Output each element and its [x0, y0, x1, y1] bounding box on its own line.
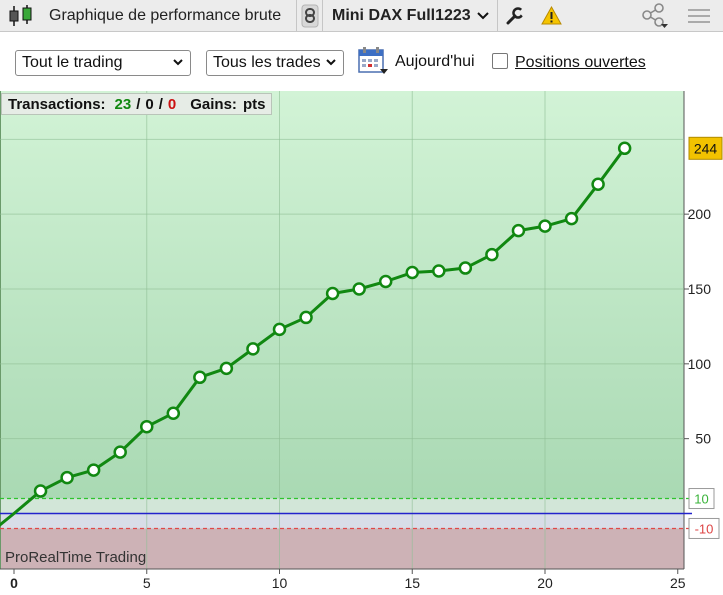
y-tick-label: 100 — [688, 356, 712, 372]
data-point — [113, 445, 127, 459]
instrument-name: Mini DAX Full1223 — [332, 6, 471, 24]
warning-icon[interactable] — [541, 0, 562, 31]
trades-select[interactable]: Tous les trades — [206, 50, 344, 76]
positive-threshold-label: 10 — [694, 492, 708, 507]
today-label[interactable]: Aujourd'hui — [395, 53, 475, 70]
negative-threshold-badge — [688, 517, 720, 539]
data-point — [193, 370, 207, 385]
gains-label: Gains: — [190, 95, 237, 113]
gains-unit: pts — [242, 95, 266, 113]
y-tick-label: 150 — [688, 281, 712, 297]
data-point — [405, 265, 419, 280]
data-point — [86, 463, 101, 477]
wins-count: 23 — [114, 95, 132, 113]
performance-chart: 50 100 150 200 0 5 10 15 20 25 244 10 -10 — [0, 91, 723, 591]
chevron-down-icon — [476, 11, 489, 19]
x-tick-label: 15 — [404, 575, 420, 591]
candlestick-icon[interactable] — [6, 0, 36, 31]
trades-value: Tous les trades — [213, 54, 321, 71]
separator: / — [136, 95, 141, 113]
losses-count: 0 — [167, 95, 177, 113]
y-tick-label: 50 — [695, 431, 711, 447]
chart-title: Graphique de performance brute — [49, 6, 282, 24]
data-point — [458, 261, 473, 275]
menu-icon[interactable] — [686, 0, 712, 31]
instrument-selector[interactable]: Mini DAX Full1223 — [332, 0, 490, 31]
x-tick-label: 20 — [537, 575, 553, 591]
threshold-band — [0, 513, 684, 529]
x-tick-label: 10 — [272, 575, 288, 591]
data-point — [352, 282, 366, 296]
data-point — [538, 219, 552, 233]
chevron-down-icon — [326, 59, 336, 66]
x-tick-label: 25 — [670, 575, 686, 591]
x-tick-label: 5 — [143, 575, 151, 591]
profit-zone — [0, 91, 684, 514]
link-icon[interactable] — [299, 0, 321, 31]
summary-box: Transactions: 23 / 0 / 0 Gains: pts — [1, 93, 273, 115]
data-point — [246, 342, 260, 356]
watermark: ProRealTime Trading — [5, 549, 147, 566]
open-positions-label[interactable]: Positions ouvertes — [515, 54, 646, 71]
data-point — [378, 274, 393, 289]
transactions-label: Transactions: — [8, 95, 106, 113]
data-point — [33, 484, 48, 498]
positive-threshold-badge — [688, 488, 715, 510]
separator: / — [158, 95, 163, 113]
data-point — [140, 419, 154, 434]
data-point — [60, 470, 74, 485]
data-point — [591, 177, 605, 191]
trading-scope-select[interactable]: Tout le trading — [15, 50, 191, 76]
x-tick-label: 0 — [10, 575, 18, 591]
loss-zone — [0, 528, 684, 569]
data-point — [166, 406, 181, 420]
wrench-icon[interactable] — [505, 0, 525, 31]
y-tick-label: 200 — [688, 206, 712, 222]
data-point — [219, 361, 234, 376]
data-point — [564, 211, 579, 226]
data-point — [617, 141, 632, 156]
data-point — [432, 264, 446, 278]
data-point — [299, 310, 313, 325]
toolbar: Graphique de performance brute Mini DAX … — [0, 0, 723, 32]
last-value-label: 244 — [694, 140, 718, 156]
trading-scope-value: Tout le trading — [22, 54, 123, 71]
calendar-icon[interactable] — [357, 46, 389, 81]
negative-threshold-label: -10 — [695, 521, 714, 536]
chevron-down-icon — [173, 59, 183, 66]
data-point — [485, 247, 499, 262]
data-point — [511, 223, 526, 238]
share-icon[interactable] — [641, 0, 669, 31]
data-point — [272, 322, 287, 337]
last-value-badge — [688, 136, 723, 160]
neutral-count: 0 — [145, 95, 154, 113]
data-point — [325, 286, 340, 301]
threshold-band — [0, 498, 684, 514]
open-positions-checkbox[interactable] — [492, 53, 508, 69]
